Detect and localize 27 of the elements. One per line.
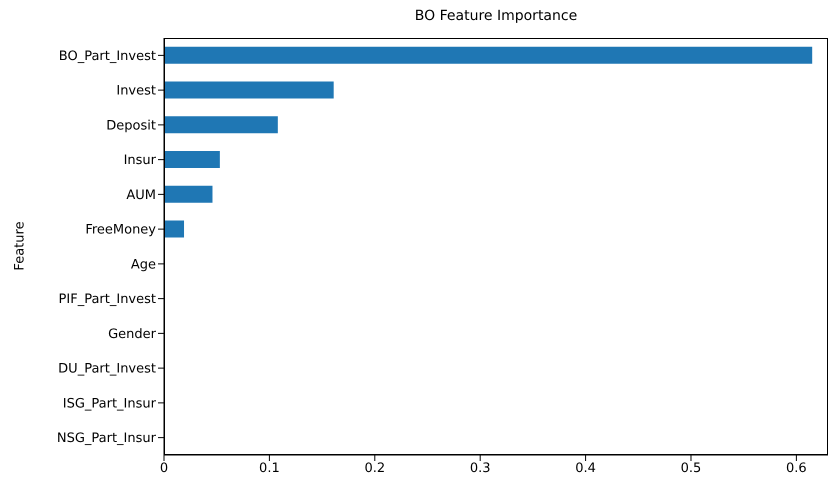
bar bbox=[164, 81, 334, 98]
y-tick-label: Invest bbox=[116, 84, 156, 99]
y-tick-label: BO_Part_Invest bbox=[58, 48, 156, 64]
x-tick-label: 0.6 bbox=[786, 461, 807, 476]
bar bbox=[164, 46, 812, 64]
chart-title: BO Feature Importance bbox=[414, 8, 578, 24]
x-tick-label: 0 bbox=[160, 461, 168, 476]
x-tick-label: 0.3 bbox=[470, 461, 491, 476]
x-tick-label: 0.1 bbox=[259, 461, 280, 476]
y-axis-title: Feature bbox=[12, 221, 28, 271]
y-tick-label: Deposit bbox=[106, 118, 156, 134]
y-tick-label: Gender bbox=[108, 326, 157, 342]
x-tick-label: 0.4 bbox=[575, 461, 596, 476]
y-tick-label: DU_Part_Invest bbox=[58, 362, 156, 377]
bar bbox=[164, 186, 212, 203]
y-tick-label: NSG_Part_Insur bbox=[56, 431, 157, 446]
bar bbox=[164, 150, 220, 168]
x-tick-label: 0.5 bbox=[680, 461, 702, 476]
x-tick-label: 0.2 bbox=[364, 461, 386, 476]
y-tick-label: AUM bbox=[126, 188, 156, 203]
y-tick-label: Age bbox=[130, 257, 156, 272]
bar bbox=[164, 116, 278, 134]
y-tick-label: Insur bbox=[124, 153, 157, 168]
bar bbox=[164, 220, 184, 238]
y-tick-label: ISG_Part_Insur bbox=[62, 396, 157, 412]
y-tick-label: PIF_Part_Invest bbox=[58, 292, 156, 308]
y-tick-label: FreeMoney bbox=[85, 222, 156, 238]
